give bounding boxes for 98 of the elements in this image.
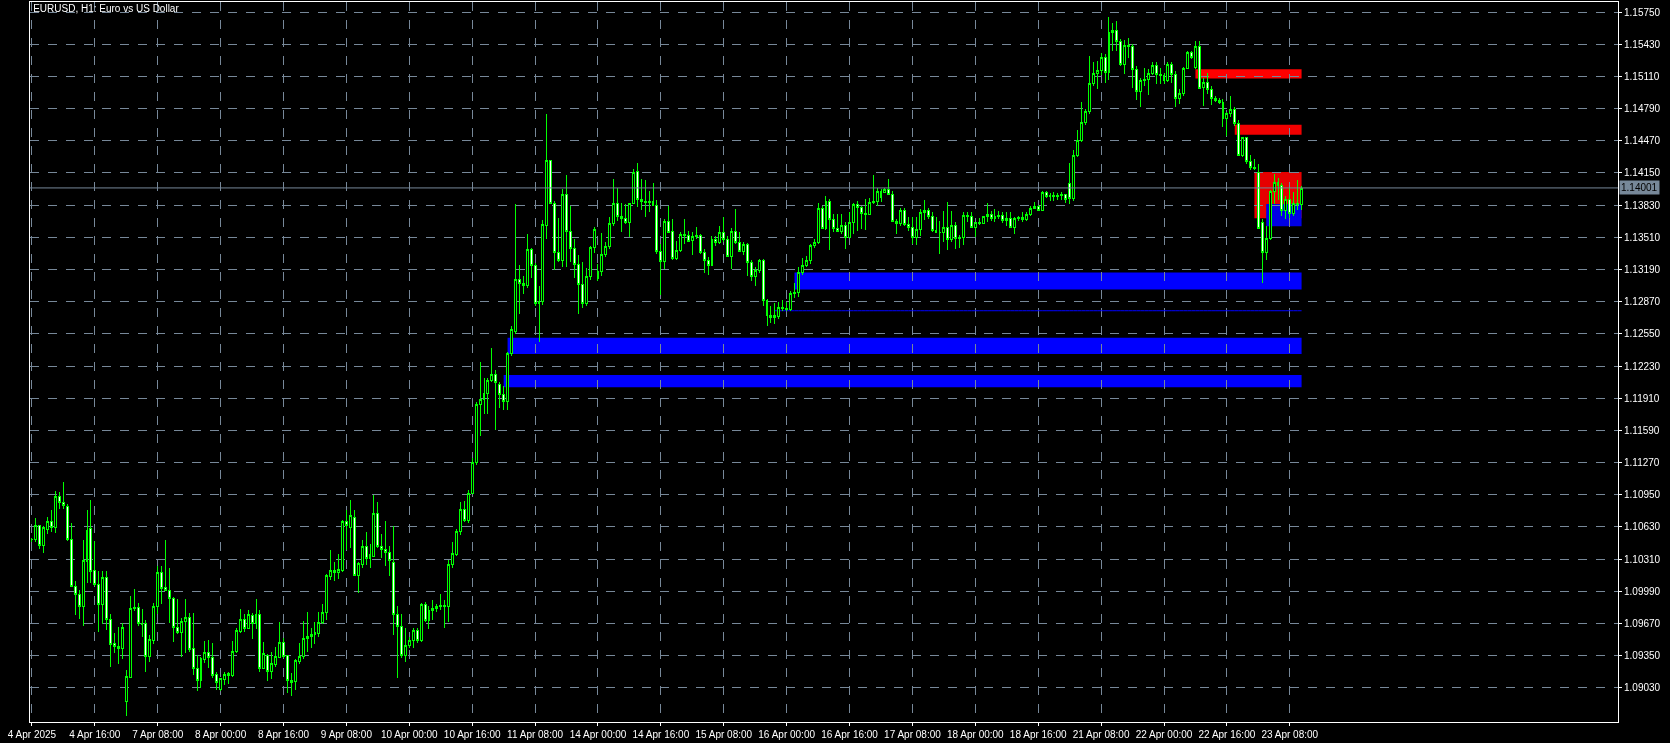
candlestick — [808, 243, 812, 265]
candlestick — [120, 622, 124, 660]
candlestick — [1021, 211, 1024, 223]
candlestick — [419, 602, 423, 643]
candlestick — [690, 231, 694, 256]
y-tick-label: 1.09670 — [1624, 617, 1661, 629]
candlestick — [777, 301, 781, 320]
x-tick-label: 23 Apr 08:00 — [1261, 729, 1319, 740]
x-tick-label: 21 Apr 08:00 — [1072, 729, 1130, 740]
candlestick — [565, 174, 568, 268]
y-tick-label: 1.11590 — [1624, 424, 1660, 436]
y-tick-label: 1.12230 — [1624, 360, 1661, 372]
y-tick-label: 1.10630 — [1624, 521, 1661, 533]
candlestick — [997, 210, 1001, 220]
candlestick — [930, 211, 934, 233]
y-tick-label: 1.15430 — [1624, 38, 1661, 50]
candlestick — [852, 202, 855, 235]
candlestick — [855, 200, 859, 232]
candlestick — [1288, 187, 1292, 219]
candlestick — [1252, 158, 1256, 171]
x-tick-label: 7 Apr 08:00 — [132, 729, 184, 740]
candlestick — [816, 202, 820, 245]
x-tick-label: 17 Apr 08:00 — [884, 729, 942, 740]
candlestick — [1005, 211, 1009, 227]
x-tick-label: 4 Apr 16:00 — [69, 729, 121, 740]
x-tick-label: 15 Apr 08:00 — [695, 729, 753, 740]
candlestick — [1123, 39, 1127, 75]
candlestick — [270, 651, 274, 680]
x-tick-label: 8 Apr 16:00 — [257, 729, 310, 740]
candlestick — [903, 207, 907, 227]
candlestick — [836, 213, 840, 233]
candlestick — [183, 598, 187, 654]
x-tick-label: 10 Apr 16:00 — [443, 729, 501, 740]
x-tick-label: 16 Apr 16:00 — [821, 729, 879, 740]
candlestick — [773, 302, 777, 325]
y-tick-label: 1.13190 — [1624, 263, 1661, 275]
candlestick — [1280, 182, 1284, 217]
candlestick — [1056, 192, 1060, 201]
y-tick-label: 1.13830 — [1624, 199, 1661, 211]
y-tick-label: 1.15110 — [1624, 70, 1660, 82]
x-tick-label: 22 Apr 00:00 — [1135, 729, 1193, 740]
candlestick — [498, 381, 502, 409]
candlestick — [1001, 211, 1005, 224]
x-tick-label: 16 Apr 00:00 — [758, 729, 816, 740]
candlestick — [242, 613, 246, 632]
candlestick — [946, 201, 950, 251]
candlestick — [89, 499, 93, 584]
x-tick-label: 22 Apr 16:00 — [1198, 729, 1256, 740]
y-tick-label: 1.13510 — [1624, 231, 1661, 243]
candlestick — [828, 198, 832, 251]
candlestick — [1154, 61, 1158, 85]
candlestick — [1166, 61, 1170, 83]
candlestick — [643, 179, 647, 218]
y-tick-label: 1.11910 — [1624, 392, 1660, 404]
candlestick — [985, 202, 989, 223]
candlestick — [745, 242, 749, 277]
candlestick — [116, 626, 120, 665]
y-tick-label: 1.14470 — [1624, 135, 1661, 147]
candlestick — [863, 198, 867, 231]
candlestick — [364, 531, 368, 566]
y-tick-label: 1.10310 — [1624, 553, 1661, 565]
x-tick-label: 8 Apr 00:00 — [195, 729, 247, 740]
candlestick — [61, 481, 65, 510]
y-tick-label: 1.09990 — [1624, 585, 1661, 597]
candlestick — [1060, 191, 1064, 201]
candlestick — [1048, 192, 1052, 202]
x-tick-label: 14 Apr 16:00 — [632, 729, 690, 740]
y-tick-label: 1.10950 — [1624, 489, 1661, 501]
x-tick-label: 18 Apr 16:00 — [1009, 729, 1068, 740]
x-tick-label: 10 Apr 00:00 — [380, 729, 439, 740]
candlestick — [54, 490, 58, 534]
candlestick — [1107, 16, 1111, 81]
y-tick-label: 1.09350 — [1624, 650, 1661, 662]
candlestick — [962, 211, 965, 246]
y-tick-label: 1.12550 — [1624, 328, 1661, 340]
candlestick — [600, 232, 604, 277]
y-tick-label: 1.11270 — [1624, 457, 1660, 469]
candlestick — [1052, 191, 1056, 202]
y-tick-label: 1.09030 — [1624, 682, 1661, 694]
chart-title: EURUSD, H1: Euro vs US Dollar — [33, 3, 180, 14]
x-tick-label: 4 Apr 2025 — [7, 729, 57, 740]
candlestick — [879, 188, 883, 203]
x-tick-label: 14 Apr 00:00 — [569, 729, 627, 740]
x-tick-label: 11 Apr 08:00 — [507, 729, 564, 740]
x-tick-label: 18 Apr 00:00 — [946, 729, 1005, 740]
ref-line-label: 1.14001 — [1621, 182, 1658, 193]
y-tick-label: 1.15750 — [1624, 6, 1661, 18]
candlestick — [1028, 205, 1032, 217]
candlestick — [411, 627, 415, 649]
candlestick — [1013, 216, 1017, 235]
y-tick-label: 1.14150 — [1624, 167, 1661, 179]
y-tick-label: 1.12870 — [1624, 296, 1661, 308]
candlestick — [1040, 190, 1044, 212]
y-tick-label: 1.14790 — [1624, 103, 1661, 115]
candlestick — [910, 216, 914, 245]
candlestick — [993, 208, 997, 223]
x-tick-label: 9 Apr 08:00 — [320, 729, 373, 740]
candlestick — [635, 162, 639, 208]
